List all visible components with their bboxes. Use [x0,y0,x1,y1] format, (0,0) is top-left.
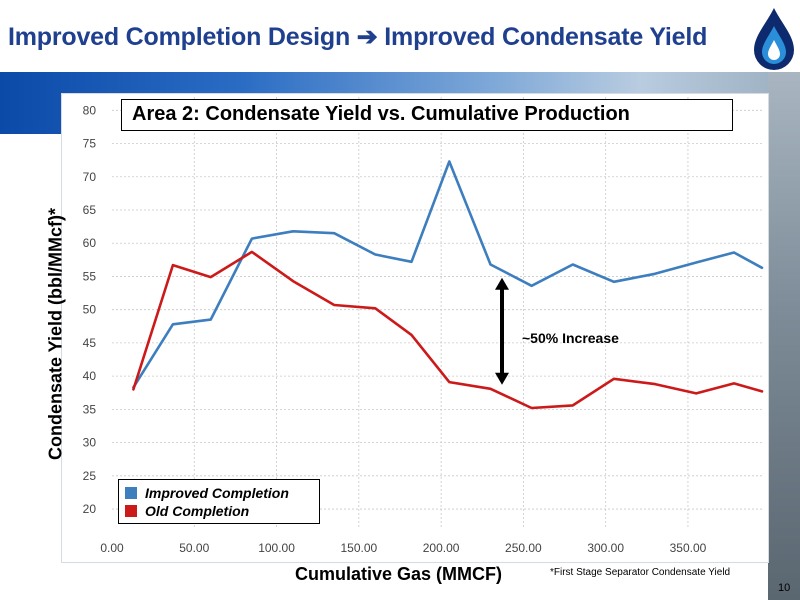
page-number: 10 [778,582,791,594]
y-tick-label: 60 [83,236,97,250]
legend-swatch-improved [125,487,137,499]
series-line-old [132,250,764,410]
y-tick-label: 45 [83,336,97,350]
y-tick-label: 25 [83,469,97,483]
arrow-head-up [495,277,509,290]
y-tick-label: 55 [83,269,97,283]
x-tick-label: 150.00 [340,541,377,555]
legend-item-old: Old Completion [125,502,249,520]
y-tick-label: 40 [83,369,97,383]
y-tick-label: 70 [83,170,97,184]
x-axis-label: Cumulative Gas (MMCF) [295,564,503,584]
arrow-head-down [495,372,509,385]
chart-title: Area 2: Condensate Yield vs. Cumulative … [121,99,733,131]
x-tick-label: 0.00 [100,541,124,555]
x-tick-label: 300.00 [587,541,624,555]
y-tick-label: 65 [83,203,97,217]
legend-swatch-old [125,505,137,517]
legend: Improved Completion Old Completion [118,479,320,524]
x-tick-label: 50.00 [179,541,209,555]
series-layer [132,160,764,410]
grid-layer [112,97,762,529]
x-tick-label: 350.00 [670,541,707,555]
legend-label-improved: Improved Completion [145,485,289,501]
y-tick-label: 75 [83,137,97,151]
series-line-improved [132,160,764,389]
increase-annotation: ~50% Increase [522,330,619,346]
legend-label-old: Old Completion [145,503,250,519]
x-tick-label: 200.00 [423,541,460,555]
y-tick-label: 50 [83,303,97,317]
y-tick-label: 20 [83,502,97,516]
y-axis-label: Condensate Yield (bbl/MMcf)* [45,207,66,461]
tick-label-layer: 20 25 30 35 40 45 50 55 60 65 70 75 80 0.00 50.00 100.0… [83,103,707,555]
legend-item-improved: Improved Completion [125,484,289,502]
y-tick-label: 80 [83,103,97,117]
footnote: *First Stage Separator Condensate Yield [550,567,731,578]
background-photo-strip [768,72,800,600]
x-tick-label: 100.00 [258,541,295,555]
y-tick-label: 30 [83,436,97,450]
y-tick-label: 35 [83,402,97,416]
flame-drop-logo-icon [754,8,794,70]
x-tick-label: 250.00 [505,541,542,555]
slide-title: Improved Completion Design ➔ Improved Co… [8,23,708,51]
annotation-layer [495,277,509,385]
